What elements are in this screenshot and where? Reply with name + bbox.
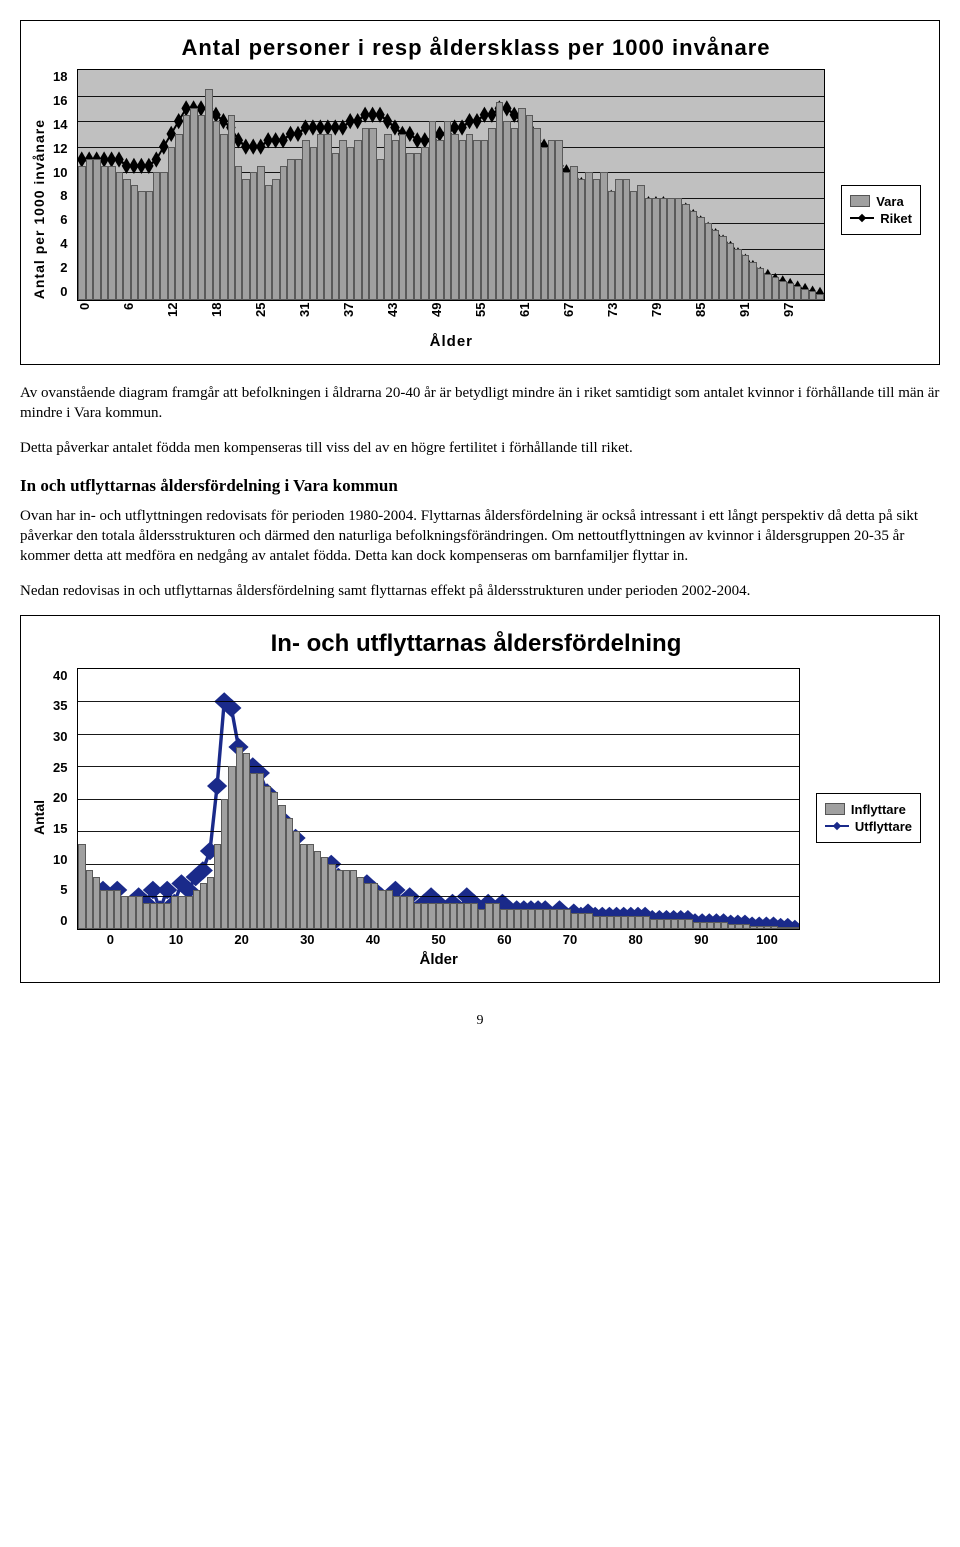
chart2-legend-line-label: Utflyttare [855,819,912,834]
section-heading: In och utflyttarnas åldersfördelning i V… [20,476,940,496]
line-swatch-icon [850,212,874,224]
chart1-x-label: Ålder [77,333,825,350]
chart1-legend-bar-label: Vara [876,194,903,209]
chart2-plot-wrap: 0102030405060708090100 Ålder [77,668,799,968]
paragraph-3: Ovan har in- och utflyttningen redovisat… [20,506,940,567]
chart2-container: In- och utflyttarnas åldersfördelning An… [20,615,940,983]
chart1-y-ticks: 181614121086420 [53,69,71,299]
chart1-legend-line: Riket [850,211,912,226]
line-swatch-icon [825,820,849,832]
page-number: 9 [20,1013,940,1029]
chart2-legend-line: Utflyttare [825,819,912,834]
paragraph-4: Nedan redovisas in och utflyttarnas ålde… [20,581,940,601]
paragraph-1: Av ovanstående diagram framgår att befol… [20,383,940,424]
chart2-x-ticks: 0102030405060708090100 [77,932,799,947]
chart2-legend-bar-label: Inflyttare [851,802,906,817]
chart1-body: Antal per 1000 invånare 181614121086420 … [31,69,921,350]
chart2-plot [77,668,799,930]
chart1-legend-line-label: Riket [880,211,912,226]
chart1-x-ticks: 06121825313743495561677379859197 [77,303,825,329]
chart1-y-label: Antal per 1000 invånare [31,119,47,299]
chart1-title: Antal personer i resp åldersklass per 10… [31,35,921,61]
bar-swatch-icon [850,195,870,207]
chart1-plot-wrap: 06121825313743495561677379859197 Ålder [77,69,825,350]
chart1-container: Antal personer i resp åldersklass per 10… [20,20,940,365]
chart2-title: In- och utflyttarnas åldersfördelning [31,630,921,658]
chart1-legend-bar: Vara [850,194,912,209]
chart2-legend-bar: Inflyttare [825,802,912,817]
chart2-y-ticks: 4035302520151050 [53,668,71,928]
paragraph-2: Detta påverkar antalet födda men kompens… [20,438,940,458]
chart1-plot [77,69,825,301]
chart2-legend: Inflyttare Utflyttare [816,793,921,843]
bar-swatch-icon [825,803,845,815]
chart2-body: Antal 4035302520151050 01020304050607080… [31,668,921,968]
chart2-y-label: Antal [31,800,47,835]
chart2-x-label: Ålder [77,951,799,968]
chart1-legend: Vara Riket [841,185,921,235]
